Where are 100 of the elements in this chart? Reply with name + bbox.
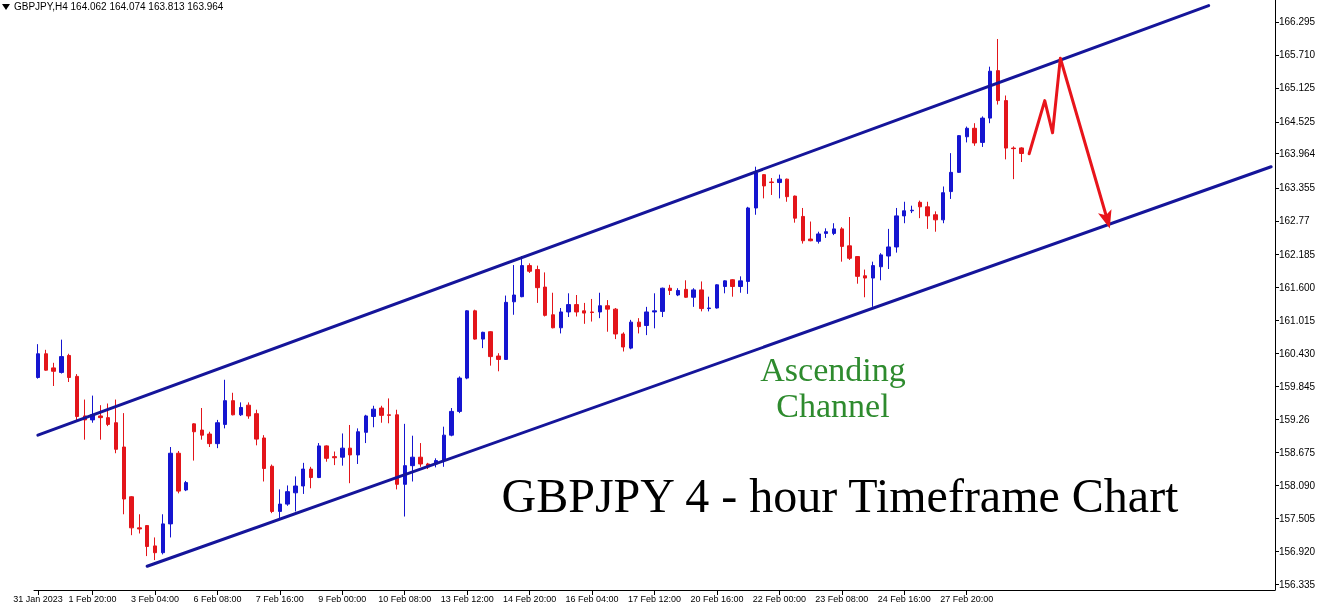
candlestick: [886, 228, 891, 270]
y-tick-label: 165.710: [1279, 49, 1316, 61]
candlestick: [223, 379, 227, 429]
candlestick: [957, 134, 961, 174]
y-tick-label: 156.335: [1279, 579, 1316, 591]
candlestick: [652, 292, 657, 329]
candlestick: [582, 302, 586, 325]
candlestick: [527, 262, 532, 274]
y-tick-label: 157.505: [1279, 513, 1316, 525]
x-tick-label: 24 Feb 16:00: [877, 593, 931, 604]
x-tick-label: 31 Jan 2023: [13, 593, 63, 604]
candlestick: [808, 221, 813, 242]
y-tick-label: 161.015: [1279, 314, 1316, 326]
candlestick: [442, 426, 446, 468]
candlestick: [278, 488, 282, 520]
candlestick: [762, 173, 766, 199]
candlestick: [941, 185, 945, 224]
candlestick: [161, 513, 165, 555]
candlestick: [254, 409, 259, 446]
candlestick: [1004, 95, 1008, 160]
candlestick: [403, 423, 407, 518]
candlestick: [379, 405, 384, 424]
x-tick-label: 6 Feb 08:00: [193, 593, 242, 604]
candlestick: [371, 405, 376, 428]
candlestick: [356, 427, 360, 465]
candlestick: [473, 309, 477, 341]
candlestick: [215, 419, 220, 449]
candlestick: [777, 174, 782, 199]
candlestick: [262, 434, 266, 482]
candlestick: [918, 200, 922, 219]
candlestick: [207, 431, 212, 448]
candlestick: [590, 298, 594, 323]
y-tick-label: 156.920: [1279, 546, 1316, 558]
candlestick: [246, 401, 251, 420]
candlestick: [457, 375, 462, 414]
candlestick: [387, 397, 391, 424]
candlestick: [395, 409, 399, 490]
candlestick: [902, 201, 906, 224]
candlestick: [730, 278, 735, 298]
candlestick: [512, 264, 516, 316]
candlestick: [418, 442, 423, 468]
candlestick: [629, 319, 633, 350]
candlestick: [894, 207, 899, 254]
x-tick-label: 16 Feb 04:00: [565, 593, 619, 604]
x-tick-label: 1 Feb 20:00: [68, 593, 117, 604]
candlestick: [293, 475, 298, 512]
candlestick: [605, 299, 610, 333]
candlestick: [746, 206, 750, 295]
candlestick: [98, 404, 103, 441]
candlestick: [793, 195, 797, 224]
candlestick: [324, 444, 329, 463]
candlestick: [910, 205, 914, 214]
candlestick: [340, 432, 345, 467]
candlestick: [566, 292, 571, 318]
candlestick: [925, 201, 930, 230]
candlestick: [535, 265, 540, 304]
y-tick-label: 160.430: [1279, 347, 1316, 359]
candlestick: [933, 210, 938, 233]
y-tick-label: 165.125: [1279, 82, 1316, 94]
candlestick: [137, 513, 142, 534]
candlestick: [309, 466, 313, 489]
candlestick: [364, 414, 368, 444]
x-tick-label: 9 Feb 00:00: [318, 593, 367, 604]
candlestick: [754, 166, 758, 216]
candlestick: [637, 317, 641, 334]
candlestick: [301, 462, 305, 495]
candlestick: [996, 38, 1000, 106]
candlestick: [668, 284, 672, 296]
candlestick: [832, 222, 836, 236]
candlestick: [200, 407, 204, 441]
candlestick: [67, 353, 71, 383]
candlestick: [847, 216, 852, 261]
candlestick: [863, 269, 867, 298]
candlestick: [613, 307, 618, 340]
y-tick-label: 162.77: [1279, 215, 1311, 227]
candlestick: [176, 450, 181, 494]
candlestick: [980, 115, 985, 148]
candlestick: [184, 480, 188, 492]
y-tick-label: 164.525: [1279, 116, 1316, 128]
candlestick: [481, 331, 485, 349]
candlestick: [879, 252, 883, 281]
candlestick: [574, 294, 579, 317]
y-tick-label: 166.295: [1279, 16, 1316, 28]
candlestick: [465, 309, 469, 380]
candlestick: [551, 292, 555, 329]
candlestick: [496, 352, 501, 372]
candlestick: [691, 287, 696, 308]
candlestick: [51, 362, 56, 387]
candlestick: [348, 424, 352, 484]
candlestick: [75, 373, 79, 421]
candlestick: [129, 495, 134, 536]
candlestick: [871, 261, 875, 308]
candlestick: [855, 255, 860, 285]
candlestick: [824, 227, 828, 239]
candlestick: [644, 306, 649, 336]
candlestick: [684, 279, 688, 299]
candlestick: [559, 307, 563, 334]
candlestick: [543, 271, 547, 317]
x-tick-label: 22 Feb 00:00: [752, 593, 806, 604]
candlestick: [36, 343, 40, 380]
